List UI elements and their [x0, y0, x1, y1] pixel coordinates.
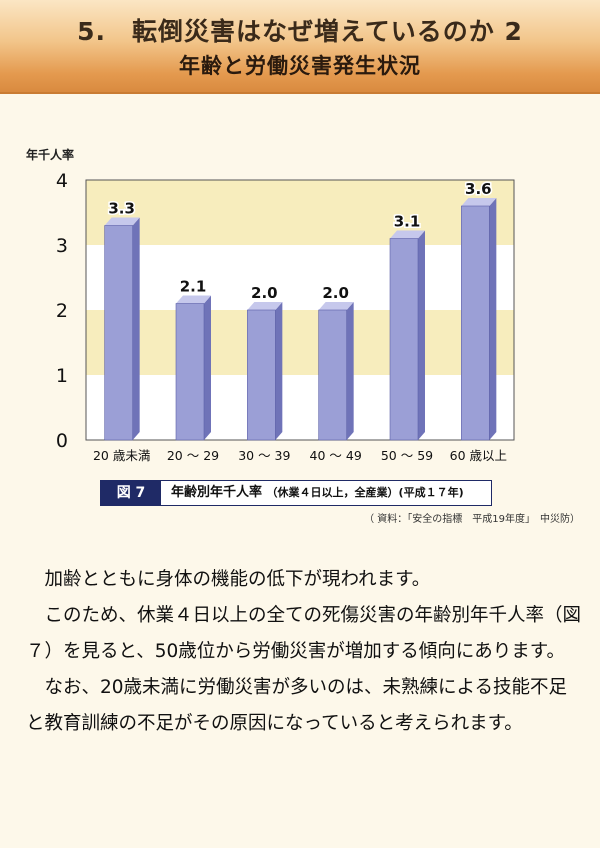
caption-note: （休業４日以上，全産業）(平成１７年) [266, 486, 464, 499]
figure-number: 図 7 [101, 481, 161, 505]
bar [175, 303, 205, 441]
bar-value-label: 3.3 [108, 200, 135, 218]
bar [104, 225, 133, 441]
bar-top [461, 198, 497, 206]
plot-band [86, 180, 514, 245]
bar-value-label: 2.0 [251, 284, 278, 302]
x-tick-label: 20 歳未満 [93, 448, 150, 463]
bar-top [104, 217, 140, 226]
paragraph-1: 加齢とともに身体の機能の低下が現われます。 [44, 569, 431, 590]
bar-top [176, 295, 211, 304]
x-tick-label: 50 ～ 59 [381, 448, 433, 463]
caption-text: 年齢別年千人率 （休業４日以上，全産業）(平成１７年) [171, 481, 464, 505]
paragraph-2: このため、休業４日以上の全ての死傷災害の年齢別年千人率（図７）を見ると、50歳位… [26, 605, 582, 662]
bar-value-label: 3.6 [465, 180, 492, 198]
page-title: 5. 転倒災害はなぜ増えているのか 2 [77, 17, 523, 46]
page-header: 5. 転倒災害はなぜ増えているのか 2 年齢と労働災害発生状況 [0, 0, 600, 94]
body-text: 加齢とともに身体の機能の低下が現われます。 このため、休業４日以上の全ての死傷災… [26, 562, 582, 742]
plot-band [86, 245, 514, 310]
caption-title: 年齢別年千人率 [171, 485, 263, 500]
source-note: （ 資料：「安全の指標 平成19年度」 中災防） [364, 514, 580, 525]
bar-side [132, 217, 140, 440]
bar [461, 205, 490, 441]
bar-side [275, 302, 283, 440]
bar-chart: 0 1 2 3 4 3.3 20 歳未満 2.1 20 ～ 29 2.0 30 ～ 39 2.0 40 … [56, 170, 515, 463]
paragraph-3: なお、20歳未満に労働災害が多いのは、未熟練による技能不足と教育訓練の不足がその… [26, 677, 567, 734]
bar-side [489, 198, 497, 440]
bar-value-label: 3.1 [394, 213, 421, 231]
bar [247, 309, 276, 441]
x-tick-label: 30 ～ 39 [238, 448, 290, 463]
bar-top [247, 302, 283, 310]
y-tick-label: 2 [56, 300, 68, 322]
y-axis-label: 年千人率 [26, 148, 75, 162]
plot-band [86, 375, 514, 440]
bar-top [318, 302, 354, 310]
bar-top [390, 230, 425, 239]
y-tick-label: 4 [56, 170, 68, 192]
x-tick-label: 60 歳以上 [450, 448, 507, 463]
x-tick-label: 20 ～ 29 [167, 448, 219, 463]
bar-value-label: 2.0 [322, 284, 349, 302]
x-tick-label: 40 ～ 49 [310, 448, 362, 463]
plot-band [86, 310, 514, 375]
bar-value-label: 2.1 [180, 278, 207, 296]
bar-side [346, 302, 354, 440]
y-tick-label: 1 [56, 365, 68, 387]
figure-caption: 図 7 年齢別年千人率 （休業４日以上，全産業）(平成１７年) [100, 480, 492, 506]
bar-side [204, 295, 211, 440]
plot-frame [85, 179, 515, 441]
y-tick-label: 0 [56, 430, 68, 452]
y-tick-label: 3 [56, 235, 68, 257]
page-subtitle: 年齢と労働災害発生状況 [179, 54, 421, 78]
bar [318, 309, 347, 441]
bar [389, 238, 419, 441]
bar-side [418, 230, 425, 440]
